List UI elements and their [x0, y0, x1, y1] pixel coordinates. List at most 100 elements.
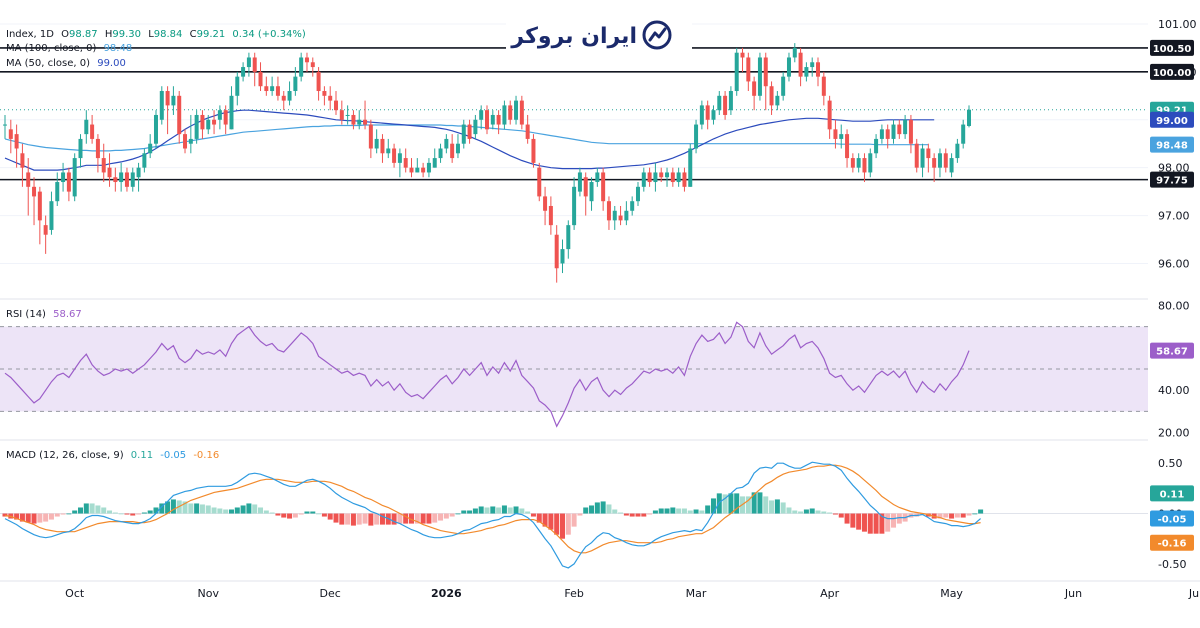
candle-body [374, 138, 379, 149]
candle [345, 105, 350, 125]
candle-body [90, 124, 95, 139]
macd-histogram-bar [130, 513, 136, 516]
macd-histogram-bar [472, 508, 478, 514]
macd-histogram-bar [844, 513, 850, 524]
macd-histogram-bar [885, 513, 891, 532]
candle-body [450, 143, 455, 159]
candle-body [32, 186, 37, 197]
candle-body [386, 148, 391, 154]
candle [717, 91, 722, 115]
candle-body [183, 134, 188, 149]
candle-body [891, 124, 896, 139]
candle [781, 71, 786, 101]
candle-body [235, 76, 240, 96]
legend-ma50: MA (50, close, 0) 99.00 [6, 58, 126, 69]
candle-body [833, 129, 838, 139]
candle-body [479, 110, 484, 120]
macd-histogram-bar [623, 513, 629, 516]
candle-body [3, 124, 7, 126]
candle-body [177, 95, 182, 135]
candle-body [351, 114, 356, 125]
macd-hist-tag-bg [1150, 485, 1194, 502]
candle [752, 76, 757, 111]
candle-body [775, 95, 780, 106]
candle [119, 162, 124, 192]
legend-ohlc: Index, 1D O98.87 H99.30 L98.84 C99.21 0.… [6, 29, 306, 40]
candle-body [665, 172, 670, 178]
macd-histogram-bar [397, 513, 403, 524]
macd-histogram-bar [786, 507, 792, 514]
candle-body [694, 124, 699, 149]
candle [426, 158, 431, 178]
macd-histogram-bar [263, 510, 269, 514]
level-tag: 100.50 [1150, 39, 1194, 56]
candle-body [653, 172, 658, 183]
candle [624, 201, 629, 226]
candle [537, 162, 542, 202]
macd-histogram-bar [960, 513, 966, 518]
candle-body [392, 148, 397, 163]
macd-histogram-bar [827, 512, 833, 514]
macd-histogram-bar [542, 513, 548, 527]
candle-body [699, 105, 704, 125]
macd-histogram-bar [199, 504, 205, 514]
candle-body [194, 114, 199, 139]
candle [467, 119, 472, 144]
candle-body [967, 109, 971, 126]
macd-histogram-bar [722, 494, 728, 514]
macd-signal-tag-text: -0.16 [1158, 539, 1187, 550]
candle [8, 119, 13, 154]
legend-macd-hist: 0.11 [131, 450, 153, 461]
candle-body [949, 158, 954, 173]
candle-body [746, 57, 751, 82]
level-tag: 100.00 [1150, 63, 1194, 80]
candle [531, 134, 536, 168]
candle-body [554, 234, 559, 269]
macd-histogram-bar [66, 513, 72, 515]
candle-body [874, 138, 879, 154]
candle-body [606, 201, 611, 221]
candle-body [705, 105, 710, 120]
legend-change: 0.34 (+0.34%) [232, 29, 305, 40]
candle [299, 52, 304, 82]
macd-histogram-bar [101, 507, 107, 514]
candle [891, 119, 896, 144]
candle [275, 76, 280, 101]
candle [508, 100, 513, 125]
macd-histogram-bar [246, 503, 252, 514]
macd-histogram-bar [170, 499, 176, 514]
candle-body [572, 186, 577, 226]
candle [816, 57, 821, 87]
macd-histogram-bar [647, 513, 653, 515]
candle-body [508, 105, 513, 120]
macd-histogram-bar [832, 513, 838, 515]
macd-histogram-bar [652, 510, 658, 514]
candle [194, 110, 199, 144]
macd-histogram-bar [269, 512, 275, 514]
macd-histogram-bar [48, 513, 54, 520]
candle [821, 71, 826, 106]
candle-body [845, 134, 850, 159]
rsi-tag-text: 58.67 [1156, 347, 1188, 358]
candle-body [14, 134, 19, 149]
macd-histogram-bar [205, 505, 211, 514]
price-axis-label: 96.00 [1158, 257, 1190, 270]
macd-histogram-bar [937, 513, 943, 519]
candle-body [397, 153, 402, 163]
macd-histogram-bar [420, 513, 426, 524]
candle [548, 196, 553, 235]
time-axis-label: Apr [820, 587, 840, 600]
candle-body [543, 196, 548, 211]
candle-body [334, 100, 339, 111]
candle [229, 86, 234, 130]
candle-body [200, 114, 205, 130]
macd-histogram-bar [530, 513, 536, 517]
macd-signal-tag-bg [1150, 534, 1194, 551]
candle [421, 162, 426, 178]
candle [920, 143, 925, 178]
candle [281, 91, 286, 111]
candle [653, 162, 658, 192]
candle-body [153, 114, 158, 144]
macd-histogram-bar [589, 505, 595, 514]
candle [246, 52, 251, 77]
